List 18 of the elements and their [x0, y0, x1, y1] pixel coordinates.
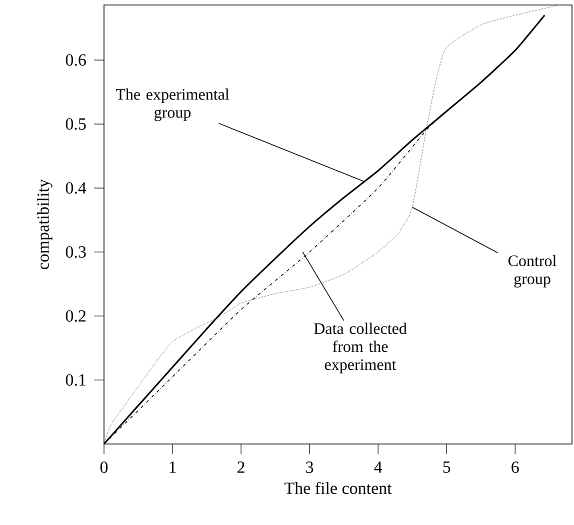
y-tick-label: 0.3: [66, 246, 86, 258]
y-tick-label: 0.1: [66, 374, 86, 386]
y-tick-label: 0.4: [66, 182, 86, 194]
annotation: Control group: [508, 254, 556, 288]
x-tick-label: 5: [443, 462, 450, 473]
y-axis-title: compatibility: [36, 179, 52, 270]
annotation: Data collected from the experiment: [314, 322, 407, 374]
x-tick-label: 6: [512, 462, 519, 473]
annotation: The experimental group: [116, 88, 230, 122]
x-tick-label: 0: [100, 462, 108, 473]
x-axis-title: The file content: [284, 482, 392, 494]
y-tick-label: 0.5: [66, 118, 86, 130]
x-tick-label: 1: [170, 462, 176, 473]
y-tick-label: 0.2: [66, 310, 86, 322]
x-tick-label: 2: [238, 462, 244, 473]
y-tick-label: 0.6: [66, 54, 86, 66]
x-tick-label: 3: [306, 462, 314, 473]
x-tick-label: 4: [374, 462, 382, 473]
